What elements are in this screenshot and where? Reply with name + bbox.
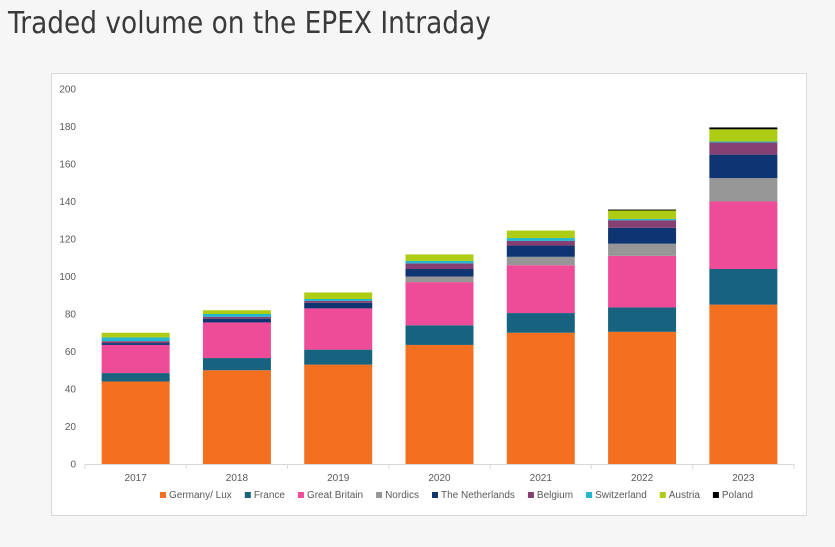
y-tick-label: 60 — [65, 347, 77, 358]
bar-segment-the-netherlands-2022 — [608, 227, 677, 244]
legend-label: Austria — [669, 490, 701, 501]
y-tick-label: 120 — [59, 235, 76, 246]
bar-segment-nordics-2022 — [608, 243, 677, 256]
bar-segment-great-britain-2021 — [506, 265, 575, 314]
bar-segment-switzerland-2023 — [709, 141, 778, 143]
x-tick-label: 2020 — [428, 473, 451, 484]
bar-segment-austria-2017 — [101, 332, 170, 338]
bar-segment-great-britain-2022 — [608, 255, 677, 308]
y-tick-label: 180 — [59, 122, 76, 133]
legend-swatch — [244, 492, 251, 498]
bar-segment-the-netherlands-2019 — [304, 302, 373, 309]
bar-segment-the-netherlands-2017 — [101, 343, 170, 345]
y-tick-label: 0 — [70, 460, 76, 471]
y-tick-label: 20 — [65, 422, 77, 433]
legend-swatch — [160, 492, 166, 498]
bar-segment-nordics-2021 — [506, 256, 575, 266]
x-tick-label: 2017 — [125, 473, 148, 484]
y-tick-label: 40 — [65, 385, 77, 396]
bar-segment-germany-lux-2023 — [709, 304, 778, 464]
stacked-bar-chart: 0 20 40 60 80 100 120 140 160 180 200 2017 2018 2019 2… — [59, 85, 795, 501]
legend-label: Nordics — [385, 490, 419, 501]
bar-segment-belgium-2020 — [405, 263, 474, 269]
legend-label: Switzerland — [595, 490, 647, 501]
bar-segment-switzerland-2017 — [101, 337, 170, 342]
y-tick-label: 100 — [59, 272, 76, 283]
legend-swatch — [376, 492, 383, 498]
x-tick-label: 2021 — [530, 473, 553, 484]
bar-segment-the-netherlands-2023 — [709, 154, 778, 179]
bar-segment-france-2022 — [608, 307, 677, 332]
bar-segment-poland-2022 — [608, 209, 677, 211]
bar-segment-france-2023 — [709, 269, 778, 305]
bar-segment-belgium-2022 — [608, 220, 677, 228]
bar-segment-austria-2018 — [202, 310, 271, 314]
bar-segment-switzerland-2019 — [304, 299, 373, 301]
bar-segment-germany-lux-2017 — [101, 381, 170, 464]
legend-swatch — [431, 492, 438, 498]
bar-segment-belgium-2019 — [304, 300, 373, 303]
chart-area: 0 20 40 60 80 100 120 140 160 180 200 2017 2018 2019 2… — [51, 73, 807, 516]
bar-segment-great-britain-2017 — [101, 344, 170, 374]
x-tick-label: 2022 — [631, 473, 654, 484]
bar-segment-the-netherlands-2018 — [202, 318, 271, 323]
bar-segment-nordics-2023 — [709, 178, 778, 202]
legend-label: Belgium — [537, 490, 573, 501]
bar-segment-austria-2020 — [405, 254, 474, 261]
bar-segment-great-britain-2020 — [405, 282, 474, 326]
legend-swatch — [297, 492, 304, 498]
bar-segment-switzerland-2018 — [202, 314, 271, 317]
x-tick-label: 2018 — [226, 473, 249, 484]
bar-segment-france-2017 — [101, 373, 170, 382]
y-tick-label: 160 — [59, 160, 76, 171]
legend-swatch — [712, 492, 719, 498]
legend-label: France — [254, 490, 286, 501]
bar-segment-belgium-2017 — [101, 341, 170, 344]
y-tick-label: 80 — [65, 310, 77, 321]
bar-segment-germany-lux-2021 — [506, 332, 575, 464]
bar-segment-nordics-2020 — [405, 276, 474, 283]
legend-label: Germany/ Lux — [169, 490, 232, 501]
bar-segment-germany-lux-2020 — [405, 344, 474, 464]
bar-segment-france-2020 — [405, 325, 474, 345]
bar-segment-poland-2023 — [709, 127, 778, 130]
bar-segment-switzerland-2021 — [506, 238, 575, 241]
bar-segment-austria-2022 — [608, 210, 677, 219]
y-tick-label: 200 — [59, 85, 76, 96]
legend-label: The Netherlands — [441, 490, 515, 501]
legend-swatch — [659, 492, 666, 498]
bar-segment-great-britain-2018 — [202, 322, 271, 359]
bar-segment-the-netherlands-2020 — [405, 269, 474, 277]
legend-label: Poland — [722, 490, 753, 501]
bar-segment-austria-2023 — [709, 129, 778, 142]
bar-segment-belgium-2021 — [506, 240, 575, 246]
bar-segment-the-netherlands-2021 — [506, 245, 575, 257]
bar-segment-germany-lux-2019 — [304, 364, 373, 464]
bar-segment-france-2021 — [506, 313, 575, 333]
x-tick-label: 2019 — [327, 473, 350, 484]
bar-segment-germany-lux-2018 — [202, 370, 271, 464]
legend-swatch — [527, 492, 534, 498]
bar-segment-germany-lux-2022 — [608, 331, 677, 464]
bar-segment-france-2019 — [304, 349, 373, 365]
y-tick-label: 140 — [59, 197, 76, 208]
page-title: Traded volume on the EPEX Intraday — [8, 6, 491, 41]
x-tick-label: 2023 — [732, 473, 755, 484]
bar-segment-switzerland-2022 — [608, 218, 677, 221]
bar-segment-great-britain-2023 — [709, 201, 778, 269]
bar-segment-austria-2019 — [304, 292, 373, 299]
legend-swatch — [586, 492, 593, 498]
legend-label: Great Britain — [307, 490, 363, 501]
bar-segment-belgium-2018 — [202, 316, 271, 319]
bar-segment-switzerland-2020 — [405, 260, 474, 264]
bar-segment-belgium-2023 — [709, 142, 778, 155]
bar-segment-austria-2021 — [506, 230, 575, 239]
bar-segment-france-2018 — [202, 358, 271, 371]
bar-segment-great-britain-2019 — [304, 308, 373, 350]
